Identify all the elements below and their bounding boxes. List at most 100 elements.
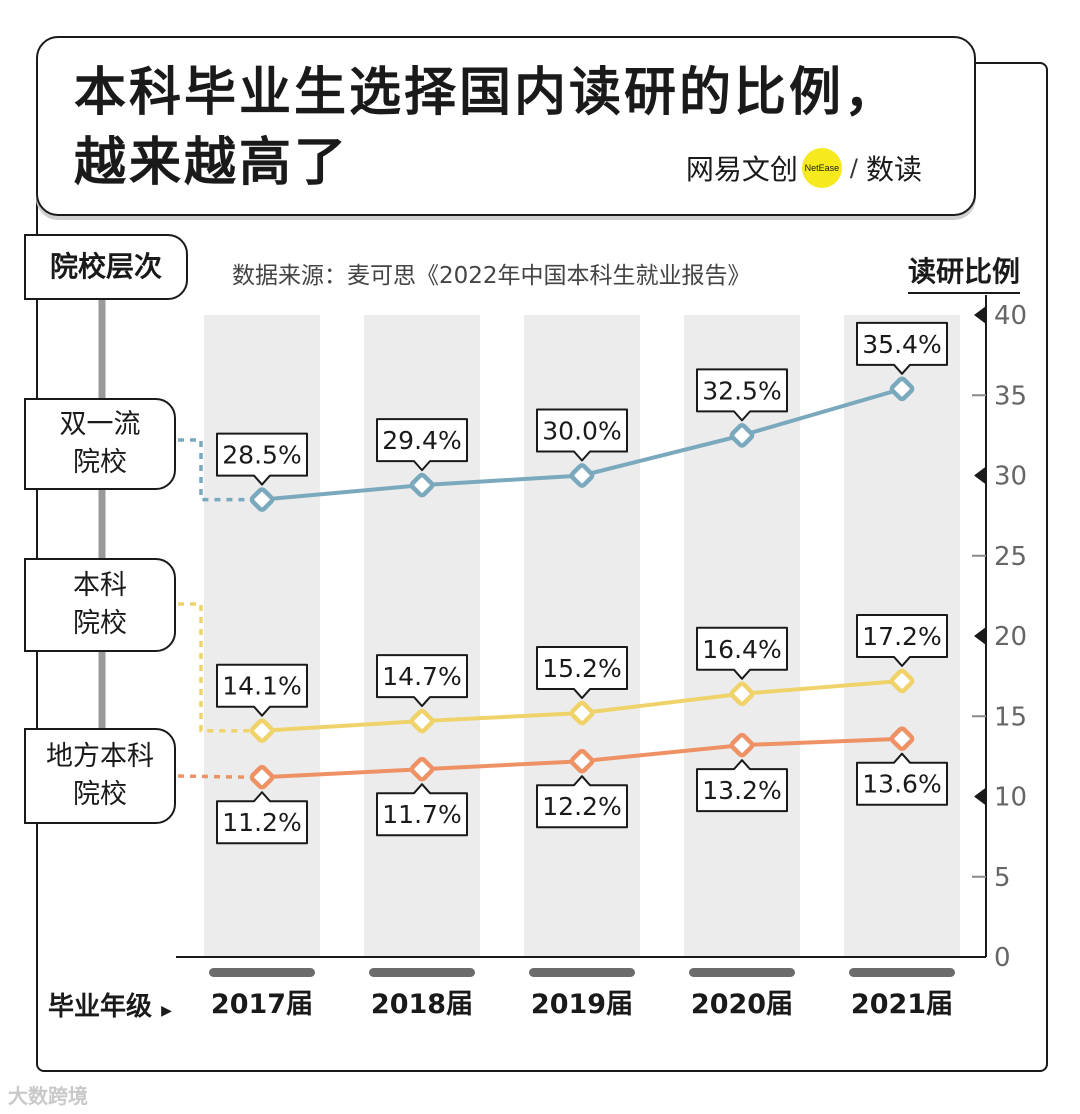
- series-label-local: 地方本科 院校: [24, 728, 176, 824]
- y-axis-title: 读研比例: [908, 250, 1021, 294]
- data-label-box-tier1-4: [856, 321, 948, 375]
- leader-line-tier1: [178, 438, 250, 502]
- x-tick-label-2: 2019届: [531, 989, 633, 1020]
- x-tick-label-4: 2021届: [851, 989, 953, 1020]
- point-local-1: [409, 756, 435, 782]
- point-tier1-4: [889, 376, 915, 402]
- point-tier1-2: [569, 463, 595, 488]
- data-label-text-tier1-4: 35.4%: [862, 330, 941, 359]
- series-label-undergrad-line2: 院校: [73, 608, 127, 639]
- data-label-box-undergrad-2: [536, 646, 628, 700]
- y-tick-marker-20: [974, 627, 986, 645]
- series-label-tier1: 双一流 院校: [24, 398, 176, 490]
- point-local-4: [889, 726, 915, 752]
- x-axis-arrow-icon: ▶: [161, 1003, 172, 1019]
- data-label-box-local-3: [696, 759, 788, 813]
- x-tick-label-1: 2018届: [371, 989, 473, 1020]
- point-tier1-0: [249, 487, 275, 512]
- data-label-tier1-4: 35.4%: [856, 321, 948, 375]
- title-line-2: 越来越高了: [74, 133, 350, 193]
- brand-product: 数读: [865, 153, 922, 186]
- y-tick-label-15: 15: [994, 702, 1027, 732]
- data-label-box-tier1-3: [696, 368, 788, 422]
- data-label-text-undergrad-1: 14.7%: [382, 662, 461, 691]
- data-label-local-0: 11.2%: [216, 791, 308, 845]
- brand-badge: NetEase: [801, 148, 842, 188]
- x-category-bar-3: [689, 968, 795, 977]
- series-label-tier1-line1: 双一流: [59, 409, 141, 440]
- data-label-text-local-3: 13.2%: [702, 776, 781, 805]
- data-label-text-tier1-2: 30.0%: [542, 417, 621, 446]
- brand-logo: 网易文创 NetEase / 数读: [686, 148, 922, 188]
- x-category-bar-1: [369, 968, 475, 977]
- point-undergrad-2: [569, 700, 595, 726]
- data-label-text-undergrad-3: 16.4%: [702, 635, 781, 664]
- point-undergrad-1: [409, 708, 435, 734]
- series-label-undergrad-line1: 本科: [73, 570, 127, 601]
- data-label-box-local-1: [376, 783, 468, 837]
- data-label-box-local-2: [536, 775, 628, 829]
- x-axis-title-text: 毕业年级: [48, 992, 153, 1022]
- data-label-text-undergrad-0: 14.1%: [222, 672, 301, 701]
- data-label-box-undergrad-3: [696, 626, 788, 680]
- brand-name: 网易文创: [685, 153, 798, 186]
- point-local-2: [569, 748, 595, 774]
- data-label-local-1: 11.7%: [376, 783, 468, 837]
- point-undergrad-3: [729, 681, 755, 707]
- category-band-1: [364, 315, 480, 957]
- data-label-box-tier1-1: [376, 418, 468, 472]
- data-label-undergrad-3: 16.4%: [696, 626, 788, 680]
- x-tick-label-3: 2020届: [691, 989, 793, 1020]
- data-label-local-3: 13.2%: [696, 759, 788, 813]
- brand-slash: /: [849, 154, 858, 182]
- data-label-undergrad-2: 15.2%: [536, 646, 628, 700]
- leader-line-local: [177, 774, 251, 779]
- point-tier1-1: [409, 472, 435, 498]
- data-source: 数据来源：麦可思《2022年中国本科生就业报告》: [232, 263, 751, 289]
- y-tick-label-35: 35: [994, 381, 1027, 411]
- y-tick-marker-30: [974, 466, 986, 485]
- y-tick-label-30: 30: [994, 462, 1027, 492]
- data-label-box-undergrad-4: [856, 613, 948, 667]
- data-label-tier1-0: 28.5%: [216, 432, 308, 486]
- data-label-box-undergrad-0: [216, 663, 308, 717]
- data-label-undergrad-1: 14.7%: [376, 654, 468, 708]
- point-local-3: [729, 732, 755, 758]
- data-label-box-undergrad-1: [376, 654, 468, 708]
- x-category-bar-0: [209, 968, 315, 977]
- series-label-local-line2: 院校: [73, 779, 127, 810]
- y-tick-label-40: 40: [994, 301, 1027, 331]
- data-label-text-tier1-0: 28.5%: [222, 441, 301, 470]
- data-label-text-local-1: 11.7%: [382, 800, 461, 829]
- series-label-undergrad: 本科 院校: [24, 558, 176, 652]
- data-label-undergrad-0: 14.1%: [216, 663, 308, 717]
- data-label-local-2: 12.2%: [536, 775, 628, 829]
- watermark: 大数跨境: [8, 1084, 88, 1108]
- x-category-bar-4: [849, 968, 955, 977]
- data-label-local-4: 13.6%: [856, 752, 948, 806]
- point-undergrad-4: [889, 668, 915, 694]
- title-card: 本科毕业生选择国内读研的比例， 越来越高了 网易文创 NetEase / 数读: [36, 36, 976, 216]
- data-label-box-local-0: [216, 791, 308, 845]
- y-tick-marker-40: [974, 306, 986, 324]
- data-label-box-tier1-0: [216, 432, 308, 486]
- data-label-text-tier1-3: 32.5%: [702, 376, 781, 405]
- data-label-undergrad-4: 17.2%: [856, 613, 948, 667]
- y-tick-label-25: 25: [994, 542, 1027, 572]
- data-label-text-tier1-1: 29.4%: [382, 426, 461, 455]
- data-label-tier1-1: 29.4%: [376, 418, 468, 472]
- y-tick-label-10: 10: [994, 783, 1027, 813]
- legend-header: 院校层次: [24, 234, 188, 300]
- data-label-text-local-0: 11.2%: [222, 808, 301, 837]
- data-label-text-local-4: 13.6%: [862, 770, 941, 799]
- x-tick-label-0: 2017届: [211, 989, 313, 1020]
- x-category-bar-2: [529, 968, 635, 977]
- data-label-tier1-3: 32.5%: [696, 368, 788, 422]
- y-tick-marker-10: [974, 787, 986, 806]
- title-line-1: 本科毕业生选择国内读研的比例，: [74, 63, 900, 123]
- point-undergrad-0: [249, 718, 275, 744]
- series-label-tier1-line2: 院校: [73, 447, 127, 478]
- point-tier1-3: [729, 423, 755, 448]
- series-label-local-line1: 地方本科: [46, 741, 154, 772]
